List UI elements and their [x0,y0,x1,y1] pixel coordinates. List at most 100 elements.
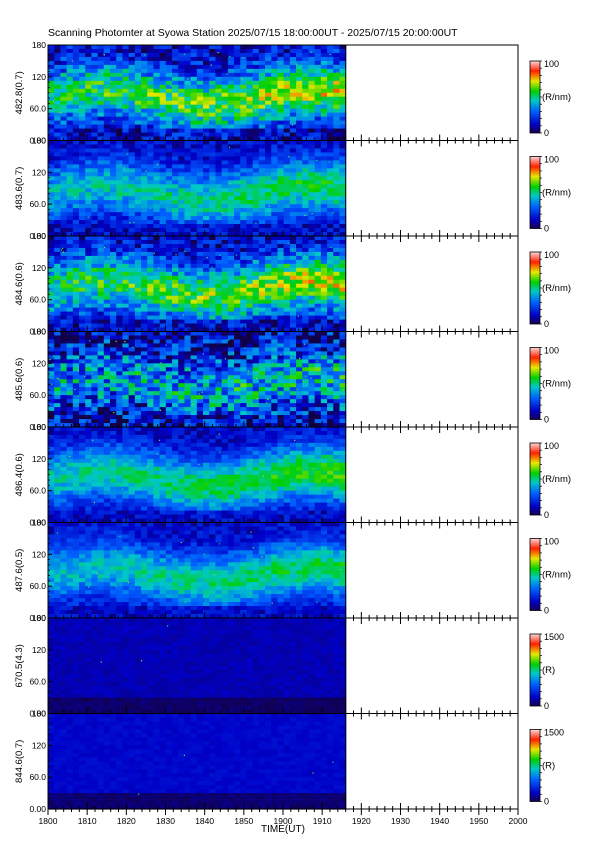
y-tick-label: 60.0 [29,199,46,209]
panel-heatmap [48,236,347,333]
panel-speckles [138,754,334,795]
y-tick-label: 60.0 [29,104,46,114]
x-tick-label: 1840 [195,816,214,826]
y-tick-label: 60.0 [29,677,46,687]
panel-speckles [69,433,320,504]
panel-heatmap [48,45,347,142]
colorbar-min-label: 0 [544,319,549,329]
x-tick-label: 1920 [352,816,371,826]
y-tick-label: 180 [32,136,46,146]
y-tick-label: 0.00 [29,231,46,241]
y-axis-label: 482.8(0.7) [14,71,25,114]
y-tick-label: 60.0 [29,772,46,782]
colorbar-unit-label: (R/nm) [542,379,571,390]
x-tick-label: 1900 [274,816,293,826]
x-tick-label: 1930 [391,816,410,826]
y-tick-label: 180 [32,422,46,432]
y-tick-label: 120 [32,645,46,655]
colorbar-unit-label: (R) [542,665,555,676]
panels-group: 0.00 60.0 120 180 482.8(0.7) 100 0 (R/nm) 0.00 60… [14,40,571,815]
panel: 0.00 60.0 120 180 482.8(0.7) 100 0 (R/nm) [14,40,571,147]
panel-heatmap [48,140,347,237]
x-tick-label: 1810 [78,816,97,826]
panel-speckles [49,339,344,414]
colorbar [529,538,541,611]
y-tick-label: 180 [32,709,46,719]
panel-heatmap [48,522,347,619]
panel: 0.00 60.0 120 180 670.5(4.3) 1500 0 (R) [14,613,564,720]
panel-heatmap [48,427,347,524]
y-axis-label: 486.4(0.6) [14,453,25,496]
y-axis-label: 484.6(0.6) [14,262,25,305]
y-tick-label: 0.00 [29,804,46,814]
y-tick-label: 0.00 [29,518,46,528]
panel: 0.00 60.0 120 180 484.6(0.6) 100 0 (R/nm) [14,231,571,338]
x-tick-label: 2000 [509,816,528,826]
panel: 0.00 60.0 120 180 844.6(0.7) 1500 0 (R) [14,709,564,815]
y-tick-label: 60.0 [29,295,46,305]
colorbar-max-label: 1500 [544,632,564,642]
colorbar-min-label: 0 [544,797,549,807]
panel: 0.00 60.0 120 180 485.6(0.6) 100 0 (R/nm) [14,327,571,433]
y-tick-label: 120 [32,358,46,368]
x-tick-label: 1940 [430,816,449,826]
colorbar [529,251,541,325]
colorbar-min-label: 0 [544,606,549,616]
y-tick-label: 120 [32,454,46,464]
y-tick-label: 120 [32,263,46,273]
y-axis-label: 485.6(0.6) [14,358,25,401]
x-tick-label: 1950 [469,816,488,826]
y-tick-label: 120 [32,72,46,82]
y-axis-label: 483.6(0.7) [14,167,25,210]
colorbar-min-label: 0 [544,128,549,138]
colorbar [529,633,541,707]
y-tick-label: 0.00 [29,327,46,337]
colorbar-unit-label: (R/nm) [542,188,571,199]
colorbar-max-label: 100 [544,250,559,260]
panel: 0.00 60.0 120 180 486.4(0.6) 100 0 (R/nm) [14,422,571,529]
y-tick-label: 60.0 [29,486,46,496]
y-tick-label: 120 [32,167,46,177]
colorbar-unit-label: (R) [542,761,555,772]
y-tick-label: 180 [32,327,46,337]
colorbar [529,347,541,420]
colorbar-min-label: 0 [544,224,549,234]
y-tick-label: 60.0 [29,581,46,591]
y-tick-label: 180 [32,231,46,241]
colorbar-max-label: 100 [544,441,559,451]
y-axis-label: 844.6(0.7) [14,740,25,783]
colorbar-unit-label: (R/nm) [542,283,571,294]
colorbar-unit-label: (R/nm) [542,570,571,581]
y-axis-label: 487.6(0.5) [14,549,25,592]
y-tick-label: 180 [32,518,46,528]
x-tick-label: 1800 [39,816,58,826]
y-tick-label: 180 [32,613,46,623]
x-axis-label: TIME(UT) [261,824,305,835]
colorbar [529,60,541,134]
panel-speckles [100,625,169,663]
y-tick-label: 0.00 [29,709,46,719]
y-tick-label: 60.0 [29,390,46,400]
colorbar-unit-label: (R/nm) [542,92,571,103]
colorbar-max-label: 100 [544,346,559,356]
x-tick-label: 1830 [156,816,175,826]
x-tick-label: 1910 [313,816,332,826]
y-tick-label: 0.00 [29,136,46,146]
panel-speckles [49,51,338,126]
colorbar-unit-label: (R/nm) [542,474,571,485]
y-tick-label: 0.00 [29,613,46,623]
panel-heatmap [48,618,347,715]
colorbar [529,442,541,516]
colorbar-min-label: 0 [544,415,549,425]
colorbar [529,729,541,802]
panel-heatmap [48,331,347,428]
figure-title: Scanning Photomter at Syowa Station 2025… [48,27,458,39]
y-axis-label: 670.5(4.3) [14,644,25,687]
panel-speckles [60,243,339,317]
x-tick-label: 1820 [117,816,136,826]
colorbar-max-label: 100 [544,155,559,165]
colorbar-min-label: 0 [544,701,549,711]
panel-speckles [74,146,334,224]
panel: 0.00 60.0 120 180 487.6(0.5) 100 0 (R/nm) [14,518,571,624]
